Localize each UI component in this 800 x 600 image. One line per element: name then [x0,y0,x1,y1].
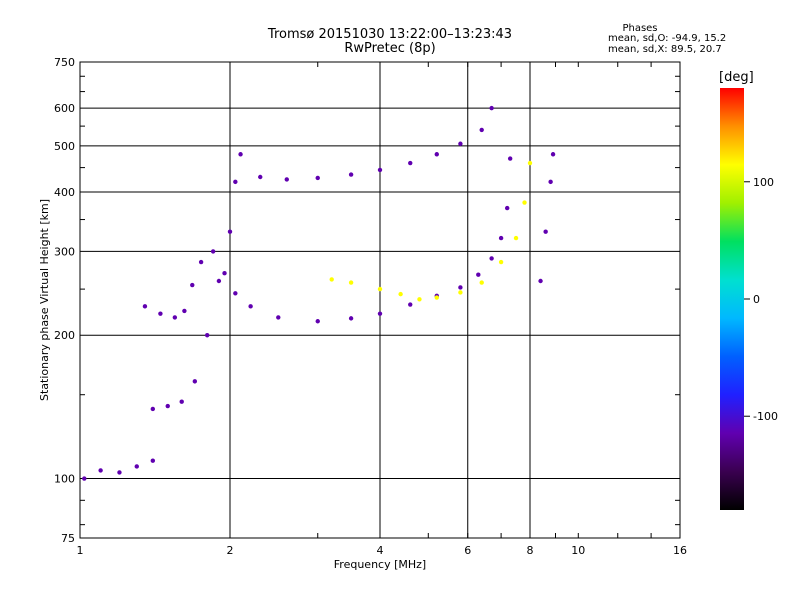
phase-o-label: mean, sd,O: [608,33,669,44]
data-point [258,174,263,180]
data-point [172,315,178,320]
phase-stats-x: mean, sd,X: 89.5, 20.7 [608,44,798,55]
x-axis-label: Frequency [MHz] [334,558,426,571]
data-point [179,399,184,404]
data-point [233,291,238,296]
chart-title: Tromsø 20151030 13:22:00–13:23:43 [267,27,513,42]
data-point [513,235,519,241]
y-tick-label: 400 [54,186,75,199]
data-point [408,302,413,307]
data-point [142,304,148,309]
y-axis-label: Stationary phase Virtual Height [km] [38,199,51,401]
data-point [150,458,156,463]
data-point [329,277,334,282]
data-point [377,286,383,292]
data-point [377,167,383,173]
data-point [150,406,156,412]
y-tick-label: 500 [54,140,75,153]
phase-x-values: 89.5, 20.7 [670,44,722,55]
data-point [543,229,548,234]
y-tick-label: 750 [54,56,75,69]
data-point [458,285,463,290]
data-point [458,141,463,146]
y-tick-label: 100 [54,473,75,486]
data-point [377,311,383,316]
data-point [479,280,484,285]
trace-4 [329,160,533,302]
data-point [82,476,87,481]
x-tick-label: 6 [464,544,471,557]
data-point [238,152,243,157]
data-point [210,249,216,254]
data-point [192,379,198,384]
data-point [504,205,510,211]
data-point [222,271,227,276]
data-point [434,152,439,157]
data-point [98,468,103,473]
data-point [216,278,222,284]
data-point [284,177,289,182]
x-tick-label: 8 [527,544,534,557]
data-point [198,259,204,265]
phase-x-label: mean, sd,X: [608,44,668,55]
chart-subtitle: RwPretec (8p) [344,41,436,56]
data-point [417,297,422,302]
trace-3 [258,105,494,182]
data-point [398,291,403,297]
x-tick-label: 4 [377,544,384,557]
data-point [498,259,504,265]
colorbar [720,88,744,510]
data-point [190,282,195,288]
colorbar-tick-label: 0 [753,293,760,306]
data-point [248,304,253,309]
phase-stats-o: mean, sd,O: -94.9, 15.2 [608,33,798,44]
data-point [538,278,543,284]
data-point [458,290,463,295]
data-point [165,403,170,409]
x-tick-label: 16 [673,544,687,557]
data-point [158,311,163,316]
data-point [527,160,533,166]
trace-0 [82,458,156,481]
data-point [348,316,354,321]
y-tick-label: 600 [54,102,75,115]
data-point [489,256,494,261]
y-tick-label: 75 [61,532,75,545]
data-point [348,280,354,285]
data-point [507,156,513,161]
data-point [476,272,481,277]
data-point [408,160,413,166]
x-tick-label: 1 [77,544,84,557]
x-tick-label: 10 [571,544,585,557]
data-point [182,308,187,314]
colorbar-unit-label: [deg] [719,70,754,85]
phase-o-values: -94.9, 15.2 [671,33,727,44]
colorbar-tick-label: 100 [753,176,774,189]
data-point [489,105,494,111]
data-point [434,295,439,300]
data-point [204,333,210,338]
phase-stats-title: Phases [622,23,658,34]
trace-2 [150,152,243,412]
trace-5 [538,152,556,284]
data-point [315,175,320,181]
data-point [233,179,238,185]
y-tick-label: 300 [54,245,75,258]
data-point [276,315,281,320]
data-point [498,235,504,241]
trace-1 [142,156,513,324]
colorbar-tick-label: -100 [753,410,778,423]
data-point [550,152,556,157]
data-point [548,179,553,185]
data-point [117,470,122,475]
data-point [479,127,484,133]
data-point [315,319,320,324]
x-tick-label: 2 [227,544,234,557]
data-point [522,200,527,205]
data-point [348,172,354,177]
y-tick-label: 200 [54,329,75,342]
data-point [227,229,233,234]
data-point [134,464,139,469]
